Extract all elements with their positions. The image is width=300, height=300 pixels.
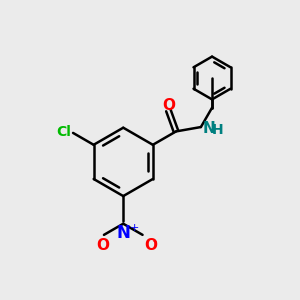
- Text: Cl: Cl: [56, 125, 71, 139]
- Text: O: O: [96, 238, 109, 253]
- Text: O: O: [162, 98, 175, 112]
- Text: H: H: [212, 123, 224, 137]
- Text: +: +: [130, 223, 139, 233]
- Text: -: -: [152, 236, 156, 246]
- Text: O: O: [144, 238, 157, 253]
- Text: N: N: [202, 121, 215, 136]
- Text: N: N: [116, 224, 130, 242]
